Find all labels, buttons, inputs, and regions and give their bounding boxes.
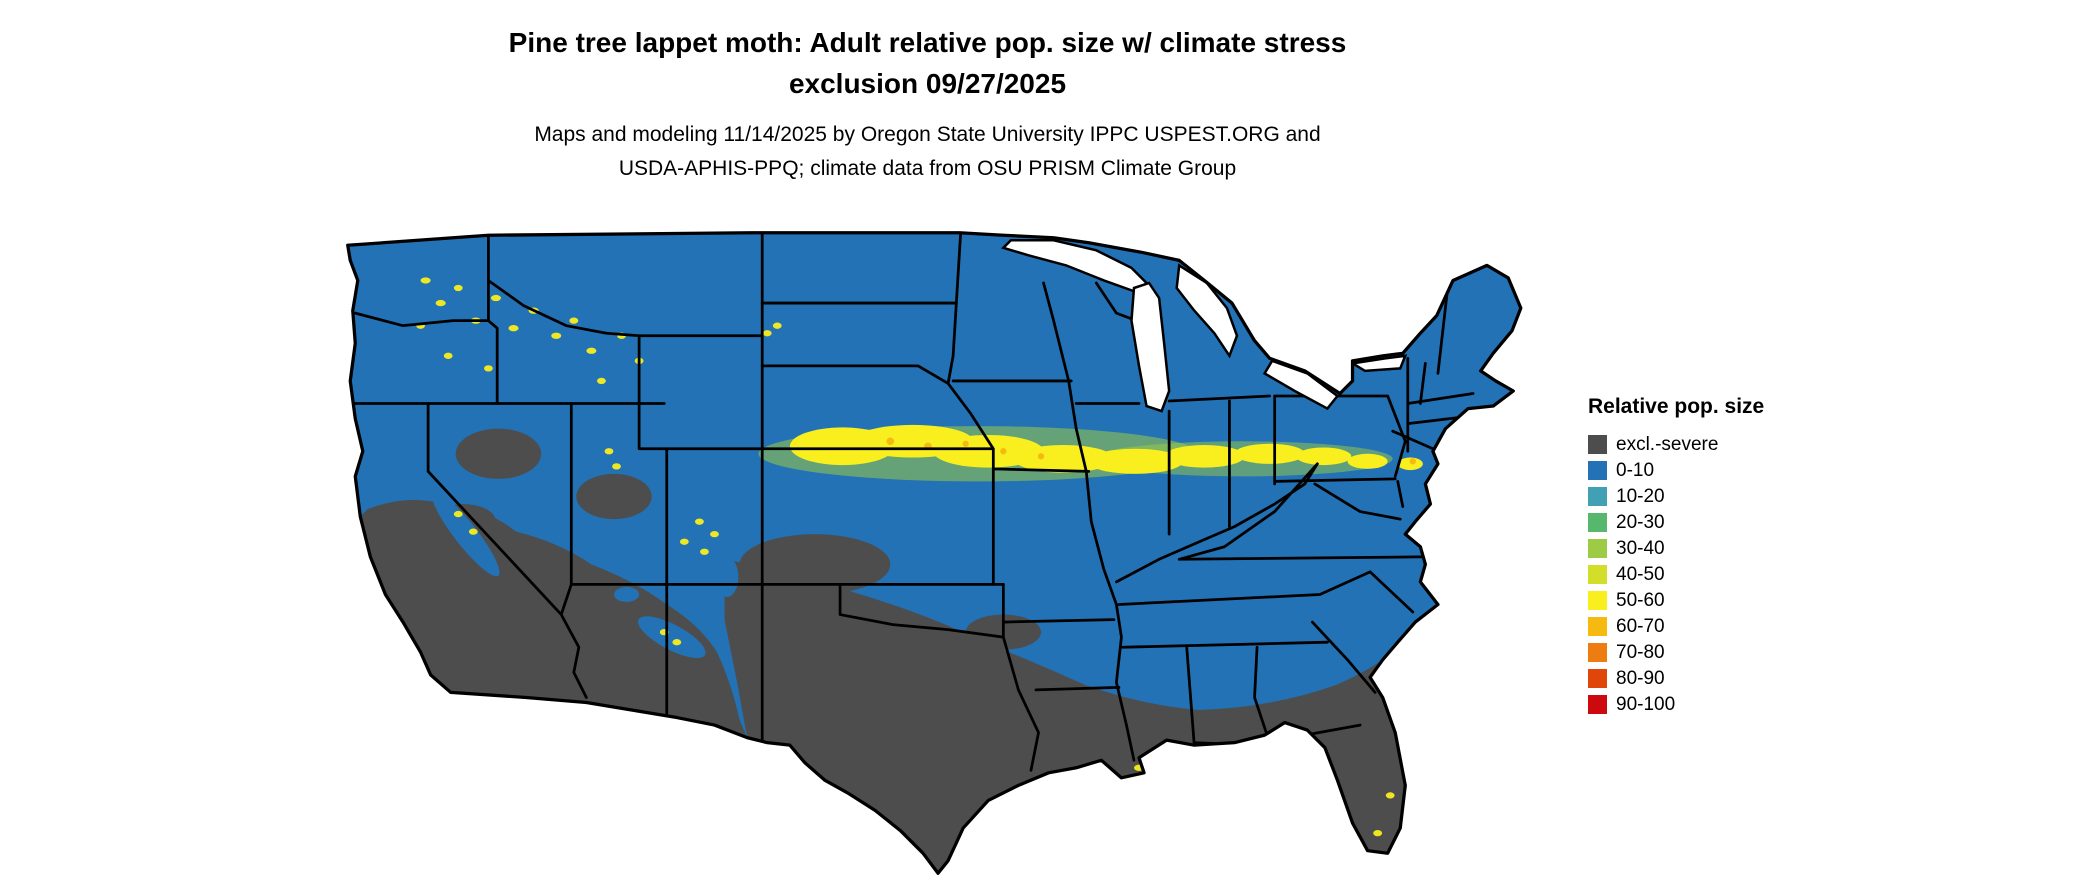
subtitle-line-2: USDA-APHIS-PPQ; climate data from OSU PR…: [618, 157, 1237, 180]
title-line-2: exclusion 09/27/2025: [788, 68, 1067, 99]
legend-color-swatch: [1588, 616, 1607, 636]
legend-color-swatch: [1588, 642, 1607, 662]
legend-color-swatch: [1588, 538, 1607, 558]
state-borders: [351, 232, 1475, 772]
legend-color-swatch: [1588, 460, 1607, 480]
legend-item: 90-100: [1588, 691, 1848, 717]
lake-huron: [1175, 263, 1239, 359]
legend-item: 80-90: [1588, 665, 1848, 691]
excluded-region-south: [724, 534, 1438, 874]
legend-color-swatch: [1588, 564, 1607, 584]
map-attribution: Maps and modeling 11/14/2025 by Oregon S…: [305, 118, 1550, 186]
high-population-speckles: [886, 437, 1416, 465]
legend-title: Relative pop. size: [1588, 395, 1765, 418]
legend-item-label: 0-10: [1616, 459, 1655, 481]
legend-color-swatch: [1588, 434, 1607, 454]
legend-items: excl.-severe 0-10 10-20 20-30 30-40 40-5…: [1588, 431, 1848, 717]
legend-item: 60-70: [1588, 613, 1848, 639]
legend-item-label: 20-30: [1616, 511, 1665, 533]
legend-item-label: 10-20: [1616, 485, 1665, 507]
us-map-svg: [346, 231, 1523, 875]
legend-item-label: 50-60: [1616, 589, 1665, 611]
excluded-region-southwest: [360, 428, 748, 738]
legend-item-label: 70-80: [1616, 641, 1665, 663]
legend-color-swatch: [1588, 668, 1607, 688]
legend: Relative pop. size excl.-severe 0-10 10-…: [1588, 395, 1848, 717]
legend-color-swatch: [1588, 694, 1607, 714]
lake-michigan: [1130, 281, 1171, 413]
legend-item: 10-20: [1588, 483, 1848, 509]
legend-item: excl.-severe: [1588, 431, 1848, 457]
legend-item: 20-30: [1588, 509, 1848, 535]
legend-item: 50-60: [1588, 587, 1848, 613]
legend-item-label: excl.-severe: [1616, 433, 1719, 455]
legend-color-swatch: [1588, 590, 1607, 610]
legend-item-label: 60-70: [1616, 615, 1665, 637]
great-lakes: [1000, 239, 1408, 413]
page-title: Pine tree lappet moth: Adult relative po…: [305, 22, 1550, 104]
mountain-refuge-patches: [432, 492, 739, 659]
title-block: Pine tree lappet moth: Adult relative po…: [305, 22, 1550, 186]
subtitle-line-1: Maps and modeling 11/14/2025 by Oregon S…: [534, 123, 1321, 146]
scattered-speckles: [416, 277, 1395, 837]
legend-item-label: 30-40: [1616, 537, 1665, 559]
legend-item-label: 80-90: [1616, 667, 1665, 689]
population-band-midwest: [758, 424, 1423, 482]
lake-ontario: [1348, 354, 1408, 373]
us-map-outline: [346, 231, 1523, 875]
legend-color-swatch: [1588, 512, 1607, 532]
legend-item: 40-50: [1588, 561, 1848, 587]
legend-item: 30-40: [1588, 535, 1848, 561]
legend-color-swatch: [1588, 486, 1607, 506]
legend-item-label: 40-50: [1616, 563, 1665, 585]
title-line-1: Pine tree lappet moth: Adult relative po…: [508, 27, 1347, 58]
legend-item-label: 90-100: [1616, 693, 1676, 715]
legend-item: 0-10: [1588, 457, 1848, 483]
legend-item: 70-80: [1588, 639, 1848, 665]
us-population-map: [300, 205, 1556, 896]
